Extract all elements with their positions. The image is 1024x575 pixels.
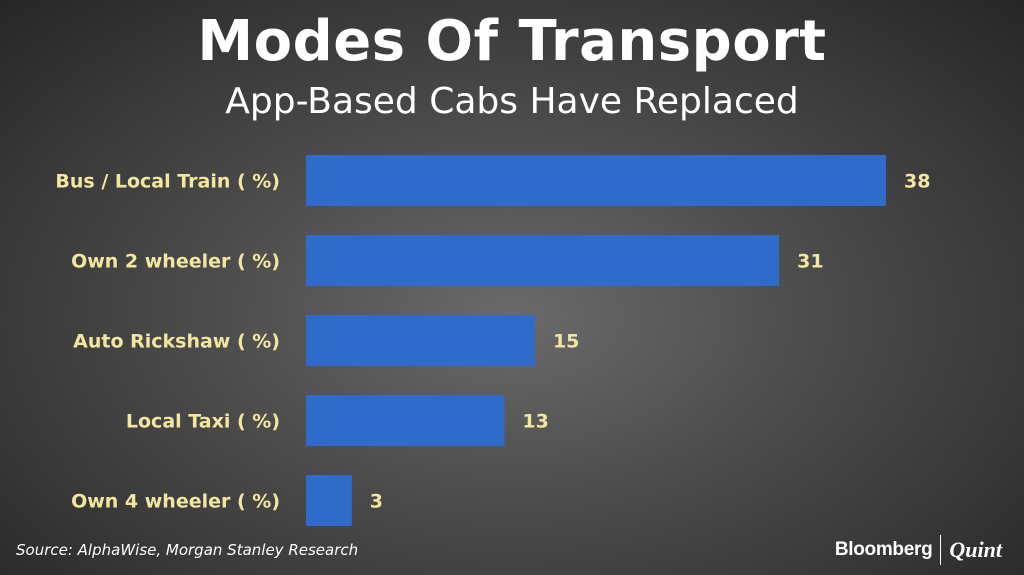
bloomberg-logo-text: Bloomberg [834,539,933,560]
source-note: Source: AlphaWise, Morgan Stanley Resear… [16,541,359,559]
bar [306,315,535,366]
chart-title: Modes Of Transport [197,9,827,74]
value-label: 3 [370,491,383,513]
value-label: 15 [553,331,579,353]
logo-divider [940,535,942,565]
bar [306,475,352,526]
category-label: Auto Rickshaw ( %) [73,331,280,353]
category-label: Bus / Local Train ( %) [55,171,280,193]
bar [306,155,886,206]
value-label: 31 [797,251,823,273]
bar [306,395,505,446]
category-label: Local Taxi ( %) [126,411,280,433]
category-label: Own 4 wheeler ( %) [71,491,280,513]
category-label: Own 2 wheeler ( %) [71,251,280,273]
bar [306,235,780,286]
value-label: 38 [904,171,930,193]
quint-logo-text: Quint [949,537,1002,562]
brand-logo: Bloomberg Quint [835,535,1002,565]
chart-subtitle: App-Based Cabs Have Replaced [225,81,799,122]
value-label: 13 [522,411,548,433]
